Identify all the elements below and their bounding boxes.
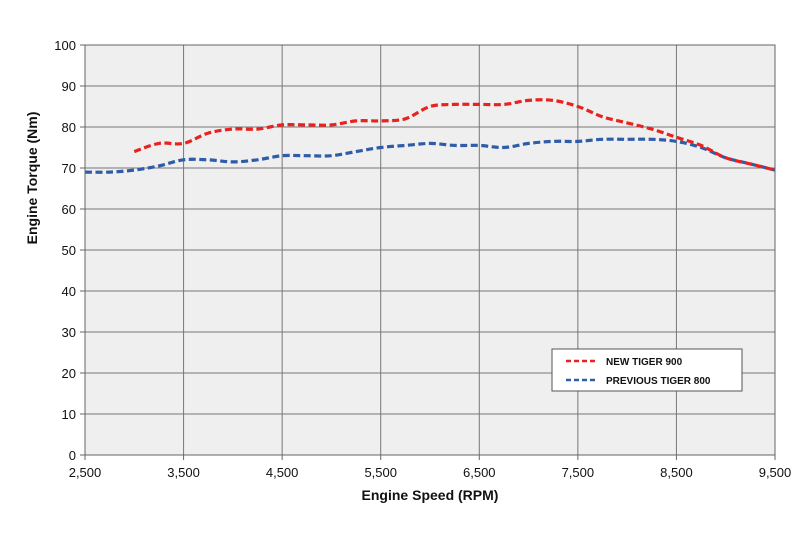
x-tick-label: 4,500 — [266, 465, 299, 480]
x-axis-title: Engine Speed (RPM) — [362, 487, 499, 503]
y-tick-label: 10 — [62, 407, 76, 422]
y-tick-label: 100 — [54, 38, 76, 53]
y-tick-label: 20 — [62, 366, 76, 381]
y-tick-label: 50 — [62, 243, 76, 258]
y-tick-label: 70 — [62, 161, 76, 176]
x-tick-label: 8,500 — [660, 465, 693, 480]
series-line-previous-tiger-800 — [84, 137, 776, 174]
y-tick-label: 90 — [62, 79, 76, 94]
x-tick-label: 7,500 — [562, 465, 595, 480]
y-tick-label: 0 — [69, 448, 76, 463]
y-tick-label: 80 — [62, 120, 76, 135]
x-tick-label: 5,500 — [364, 465, 397, 480]
y-tick-label: 40 — [62, 284, 76, 299]
y-axis-ticks: 0 10 20 30 40 50 60 70 80 90 100 — [54, 38, 85, 463]
legend: NEW TIGER 900 PREVIOUS TIGER 800 — [551, 348, 743, 392]
x-axis-ticks: 2,500 3,500 4,500 5,500 6,500 7,500 8,500 9,500 — [69, 455, 792, 480]
x-tick-label: 9,500 — [759, 465, 792, 480]
y-tick-label: 60 — [62, 202, 76, 217]
legend-label-new-tiger-900: NEW TIGER 900 — [606, 357, 683, 368]
x-tick-label: 2,500 — [69, 465, 102, 480]
series-line-new-tiger-900 — [133, 98, 776, 172]
y-axis-title: Engine Torque (Nm) — [24, 112, 40, 245]
y-tick-label: 30 — [62, 325, 76, 340]
x-tick-label: 3,500 — [167, 465, 200, 480]
x-tick-label: 6,500 — [463, 465, 496, 480]
series-layer — [84, 98, 776, 174]
legend-box — [551, 348, 743, 392]
legend-label-previous-tiger-800: PREVIOUS TIGER 800 — [606, 376, 711, 387]
